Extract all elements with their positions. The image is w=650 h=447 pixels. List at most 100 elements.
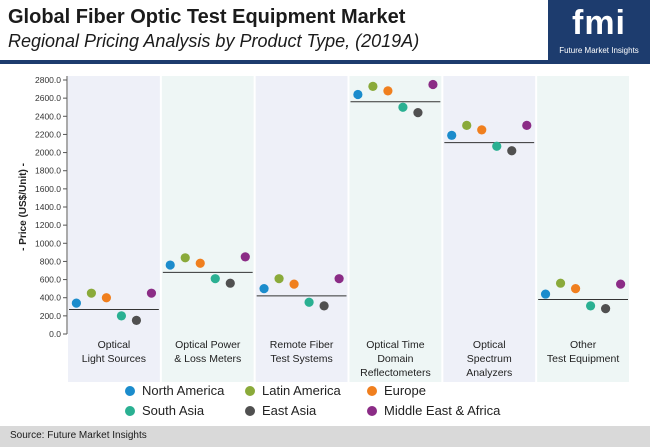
x-tick-label: Remote Fiber xyxy=(270,339,334,351)
data-point xyxy=(195,258,205,268)
x-tick-label: Optical Time xyxy=(366,339,425,351)
x-tick-label: Other xyxy=(570,339,597,351)
data-point xyxy=(101,293,112,303)
y-tick-label: 1200.0 xyxy=(35,220,61,230)
x-axis-labels: Optical Light Sources Optical Power & Loss … xyxy=(82,339,620,379)
category-panel xyxy=(443,76,536,382)
data-point xyxy=(240,252,250,262)
legend-label: Europe xyxy=(384,383,426,398)
data-point xyxy=(492,141,502,151)
x-tick-label: Test Equipment xyxy=(547,353,619,365)
y-tick-label: 800.0 xyxy=(40,256,62,266)
data-point xyxy=(398,102,408,112)
data-point xyxy=(334,274,344,284)
x-tick-label: & Loss Meters xyxy=(174,353,241,365)
data-point xyxy=(259,284,269,294)
x-tick-label: Optical Power xyxy=(175,339,241,351)
y-tick-label: 600.0 xyxy=(40,275,62,285)
category-panel xyxy=(537,76,629,382)
data-point xyxy=(616,279,626,289)
data-point xyxy=(477,125,487,135)
header: Global Fiber Optic Test Equipment Market… xyxy=(0,0,650,60)
y-axis: 0.0 200.0 400.0 600.0 800.0 1000.0 1200.0 1400.… xyxy=(18,75,68,339)
data-point xyxy=(428,79,438,90)
legend-label: North America xyxy=(142,383,225,398)
y-tick-label: 2200.0 xyxy=(35,129,61,139)
data-point xyxy=(274,274,284,284)
legend-label: Middle East & Africa xyxy=(384,403,501,418)
data-point xyxy=(368,81,378,91)
data-point xyxy=(304,297,314,307)
data-point xyxy=(319,301,329,311)
legend-marker xyxy=(125,406,135,416)
data-point xyxy=(570,284,581,294)
legend-marker xyxy=(367,386,377,396)
data-point xyxy=(225,278,235,288)
data-point xyxy=(210,274,220,284)
legend-marker xyxy=(125,386,135,396)
chart-title: Global Fiber Optic Test Equipment Market xyxy=(8,6,406,28)
legend-label: East Asia xyxy=(262,403,317,418)
chart-subtitle: Regional Pricing Analysis by Product Typ… xyxy=(8,31,420,51)
data-point xyxy=(462,120,472,130)
x-tick-label: Test Systems xyxy=(270,353,332,365)
x-tick-label: Light Sources xyxy=(82,353,146,365)
data-point xyxy=(131,315,142,325)
source-note: Source: Future Market Insights xyxy=(10,430,147,441)
data-point xyxy=(413,108,423,118)
y-tick-label: 1000.0 xyxy=(35,238,61,248)
category-panel xyxy=(161,76,254,382)
data-point xyxy=(146,288,157,298)
x-tick-label: Spectrum xyxy=(467,353,512,365)
y-tick-label: 0.0 xyxy=(49,329,61,339)
y-tick-label: 2400.0 xyxy=(35,111,61,121)
y-tick-label: 1400.0 xyxy=(35,202,61,212)
data-point xyxy=(289,279,299,289)
header-divider xyxy=(0,60,650,64)
data-points xyxy=(71,79,626,325)
category-panels xyxy=(68,76,629,382)
footer: Source: Future Market Insights xyxy=(0,426,650,447)
legend-marker xyxy=(245,386,255,396)
data-point xyxy=(86,288,96,298)
x-tick-label: Domain xyxy=(377,353,413,365)
y-tick-label: 2000.0 xyxy=(35,148,61,158)
data-point xyxy=(585,301,596,311)
data-point xyxy=(116,311,127,321)
legend: North America Latin America Europe South As… xyxy=(125,383,501,418)
data-point xyxy=(383,86,393,96)
average-lines xyxy=(69,101,628,311)
data-point xyxy=(447,130,457,140)
logo-text: fmi xyxy=(572,4,626,42)
data-point xyxy=(71,298,81,308)
data-point xyxy=(540,289,551,299)
company-logo: fmi Future Market Insights xyxy=(548,0,650,60)
data-point xyxy=(522,120,532,130)
data-point xyxy=(353,89,363,100)
x-tick-label: Optical xyxy=(473,339,506,351)
y-tick-label: 1800.0 xyxy=(35,166,61,176)
data-point xyxy=(555,278,566,288)
y-tick-label: 1600.0 xyxy=(35,184,61,194)
data-point xyxy=(165,260,175,270)
data-point xyxy=(601,304,611,314)
y-tick-label: 400.0 xyxy=(40,293,62,303)
legend-label: South Asia xyxy=(142,403,205,418)
y-tick-label: 2600.0 xyxy=(35,93,61,103)
legend-marker xyxy=(245,406,255,416)
data-point xyxy=(507,146,517,156)
category-panel xyxy=(68,76,160,382)
x-tick-label: Optical xyxy=(98,339,131,351)
data-point xyxy=(180,253,190,263)
x-tick-label: Analyzers xyxy=(466,367,512,379)
category-panel xyxy=(349,76,442,382)
y-tick-label: 200.0 xyxy=(40,311,62,321)
logo-subtext: Future Market Insights xyxy=(559,46,639,55)
price-chart: 0.0 200.0 400.0 600.0 800.0 1000.0 1200.0 1400.… xyxy=(18,75,629,418)
legend-label: Latin America xyxy=(262,383,342,398)
y-tick-label: 2800.0 xyxy=(35,75,61,85)
legend-marker xyxy=(367,406,377,416)
category-panel xyxy=(255,76,348,382)
y-axis-title: - Price (US$/Unit) - xyxy=(18,163,29,251)
x-tick-label: Reflectometers xyxy=(360,367,431,379)
